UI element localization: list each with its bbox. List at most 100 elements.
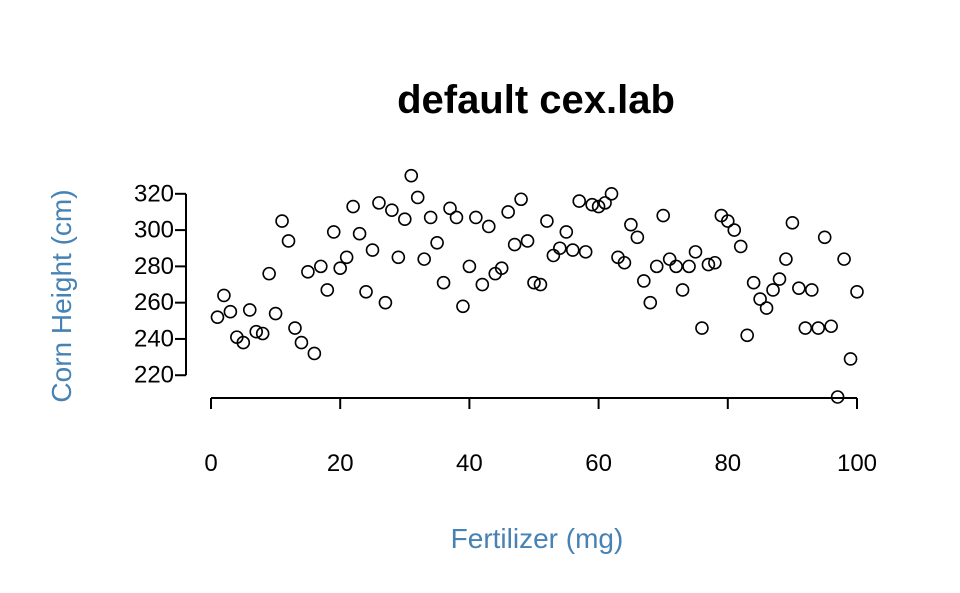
data-point: [701, 257, 716, 272]
data-point: [546, 248, 561, 263]
data-point: [824, 319, 838, 334]
x-tick-label: 20: [327, 450, 354, 477]
data-point: [301, 265, 315, 279]
data-point: [481, 219, 496, 234]
data-point: [385, 203, 399, 217]
data-point: [365, 243, 380, 257]
data-point: [449, 210, 464, 225]
y-tick-label: 300: [134, 217, 174, 244]
data-point: [268, 306, 283, 321]
data-point: [830, 390, 845, 404]
data-point: [585, 197, 599, 212]
data-point: [397, 212, 412, 227]
data-point: [436, 275, 451, 290]
data-point: [217, 288, 231, 303]
x-tick-label: 60: [585, 450, 612, 477]
y-tick-label: 240: [134, 325, 174, 352]
data-point: [759, 301, 774, 315]
data-point: [727, 223, 742, 237]
data-point: [223, 304, 238, 319]
x-tick-label: 0: [204, 450, 217, 477]
data-point: [572, 194, 587, 208]
chart-title: default cex.lab: [397, 78, 675, 122]
data-point: [533, 277, 548, 292]
data-point: [565, 243, 580, 257]
x-tick-label: 100: [837, 450, 877, 477]
data-point: [785, 216, 800, 230]
x-tick-label: 80: [714, 450, 741, 477]
data-point: [598, 196, 612, 210]
data-point: [443, 201, 457, 216]
data-point: [630, 230, 645, 245]
data-point: [520, 234, 535, 248]
data-point: [779, 252, 793, 266]
y-tick-label: 320: [134, 180, 174, 207]
data-point: [850, 284, 864, 299]
data-point: [333, 261, 348, 275]
data-point: [514, 192, 528, 207]
data-point: [281, 234, 296, 248]
data-point: [792, 281, 806, 295]
data-point: [804, 283, 819, 297]
data-point: [656, 208, 671, 223]
data-point: [275, 214, 289, 228]
data-point: [456, 299, 470, 314]
data-point: [404, 168, 419, 183]
data-point: [746, 275, 761, 290]
data-point: [617, 255, 632, 270]
data-point: [359, 284, 373, 299]
data-point: [314, 259, 328, 274]
data-point: [837, 252, 851, 266]
data-point: [624, 217, 638, 232]
data-point: [643, 295, 658, 310]
data-point: [604, 187, 619, 201]
data-point: [210, 310, 225, 324]
data-point: [339, 250, 354, 265]
data-point: [320, 283, 335, 297]
x-tick-label: 40: [456, 450, 483, 477]
data-point: [637, 274, 651, 288]
data-point: [527, 275, 541, 290]
data-point: [843, 352, 858, 366]
y-tick-label: 220: [134, 362, 174, 389]
data-point: [733, 239, 748, 254]
data-point: [430, 235, 444, 250]
data-point: [507, 237, 522, 252]
data-point: [695, 321, 709, 335]
data-point: [817, 230, 832, 245]
y-tick-label: 280: [134, 253, 174, 280]
data-point: [682, 259, 696, 274]
y-axis-label: Corn Height (cm): [46, 189, 77, 402]
data-point: [262, 266, 276, 281]
x-axis-label: Fertilizer (mg): [451, 523, 624, 554]
data-point: [753, 292, 767, 306]
data-point: [559, 225, 574, 239]
x-axis: 0 20 40 60 80 100: [204, 397, 877, 477]
data-point: [294, 335, 309, 350]
data-point: [346, 199, 360, 214]
data-points: [210, 168, 864, 404]
data-point: [307, 346, 322, 361]
data-point: [352, 226, 367, 241]
data-point: [669, 259, 683, 274]
data-point: [798, 321, 813, 335]
data-point: [688, 245, 703, 259]
data-point: [708, 255, 722, 270]
data-point: [811, 321, 826, 335]
data-point: [288, 321, 302, 335]
data-point: [494, 261, 509, 275]
data-point: [475, 277, 490, 292]
data-point: [462, 259, 477, 274]
y-axis: 220 240 260 280 300 320: [134, 180, 187, 389]
data-point: [410, 190, 425, 205]
data-point: [675, 283, 690, 297]
data-point: [378, 295, 393, 310]
data-point: [469, 210, 483, 225]
data-point: [372, 196, 386, 210]
data-point: [417, 252, 431, 266]
data-point: [242, 303, 257, 317]
data-point: [772, 272, 787, 286]
data-point: [649, 259, 664, 274]
data-point: [578, 245, 593, 259]
